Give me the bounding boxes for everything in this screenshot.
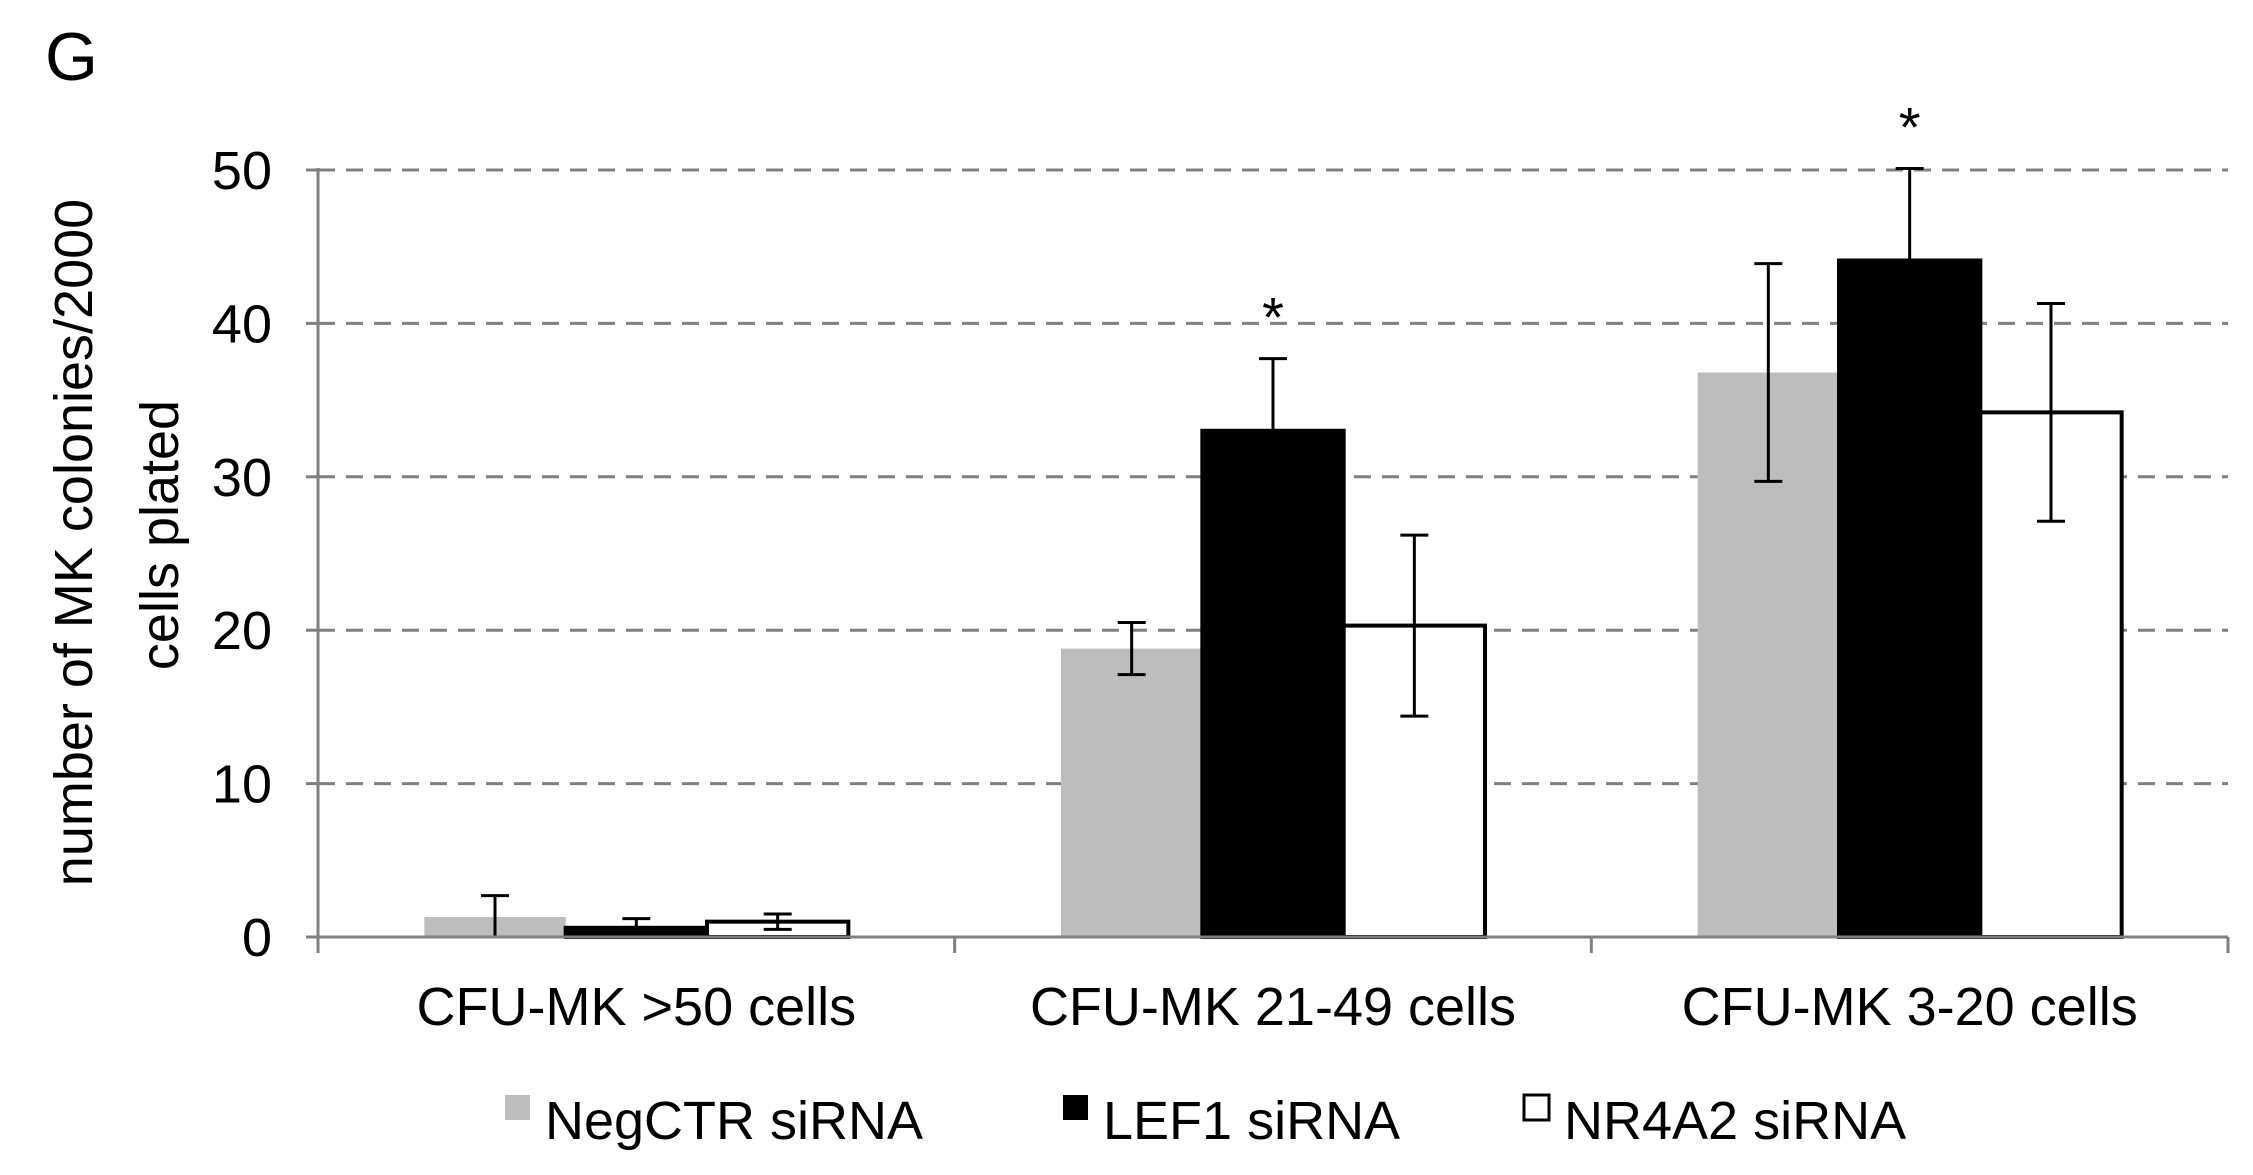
significance-star: * (1262, 286, 1284, 349)
y-axis-ticks: 0 10 20 30 40 50 (212, 141, 318, 968)
y-tick-label: 10 (212, 755, 272, 815)
y-tick-label: 0 (242, 908, 272, 968)
x-axis-ticks: CFU-MK >50 cells CFU-MK 21-49 cells CFU-MK… (417, 977, 2138, 1037)
annotations: ** (1262, 95, 1920, 348)
legend-label: NR4A2 siRNA (1564, 1091, 1906, 1151)
legend-label: LEF1 siRNA (1103, 1091, 1400, 1151)
legend: NegCTR siRNA LEF1 siRNA NR4A2 siRNA (505, 1091, 1906, 1151)
bar (1836, 258, 1983, 940)
bar (1200, 428, 1346, 939)
y-axis-label-line-2: cells plated (130, 400, 190, 670)
panel-label: G (45, 19, 98, 95)
bar (1060, 648, 1203, 937)
legend-swatch (1063, 1095, 1088, 1120)
y-axis-label: number of MK colonies/2000 cells plated (44, 184, 190, 886)
bars (424, 166, 2124, 940)
y-tick-label: 50 (212, 141, 272, 201)
significance-star: * (1899, 95, 1921, 158)
x-tick-label: CFU-MK 21-49 cells (1030, 977, 1516, 1037)
y-tick-label: 30 (212, 448, 272, 508)
legend-label: NegCTR siRNA (545, 1091, 923, 1151)
legend-swatch (1522, 1093, 1551, 1122)
legend-swatch (505, 1095, 530, 1120)
x-tick-label: CFU-MK 3-20 cells (1682, 977, 2138, 1037)
y-tick-label: 20 (212, 601, 272, 661)
y-tick-label: 40 (212, 294, 272, 354)
y-axis-label-line-1: number of MK colonies/2000 (44, 199, 104, 886)
x-tick-label: CFU-MK >50 cells (417, 977, 857, 1037)
axes (316, 168, 2230, 953)
